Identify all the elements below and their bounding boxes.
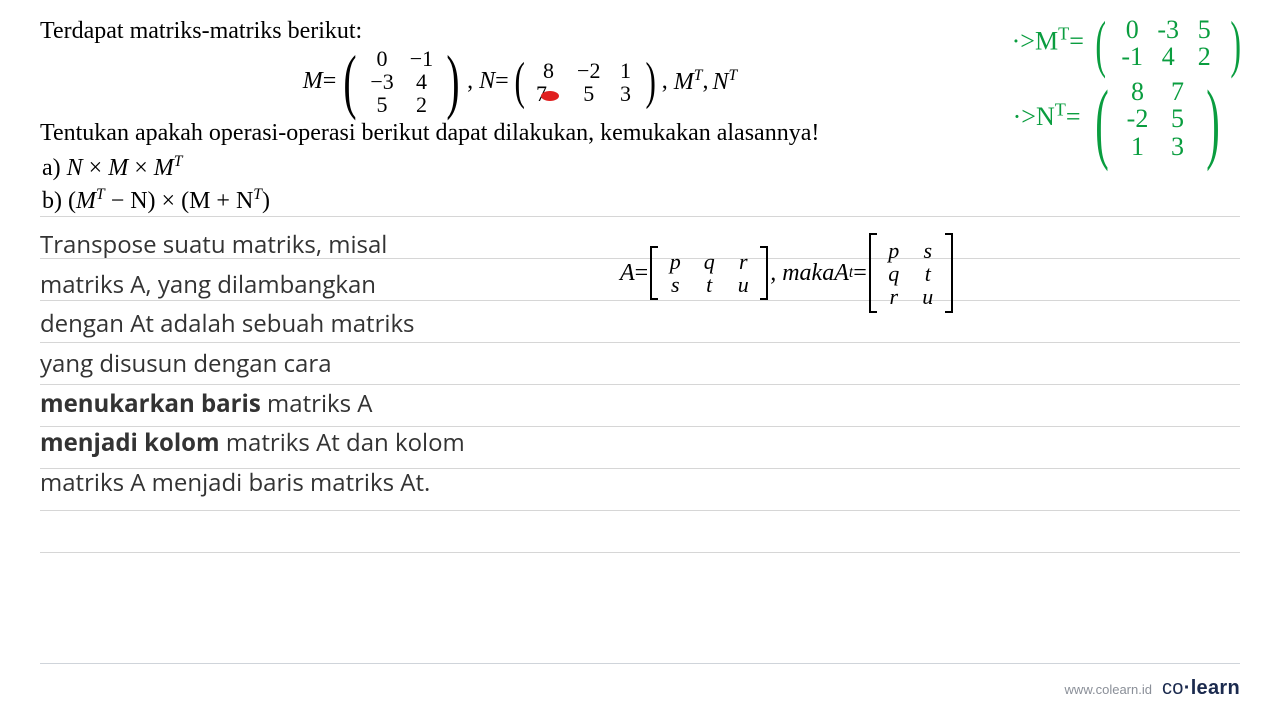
equals: =: [323, 68, 337, 95]
comma: ,: [467, 68, 473, 95]
matrices-definition: M = ( 0−35 −142 ) , N = ( 87 −25 13 ) , …: [0, 47, 1120, 116]
question-b: b) (MT − N) × (M + NT): [42, 186, 1240, 215]
equals: =: [495, 68, 509, 95]
footer-url: www.colearn.id: [1065, 682, 1152, 697]
matrix-N: ( 87 −25 13 ): [511, 59, 660, 105]
footer: www.colearn.id co·learn: [1065, 677, 1240, 700]
comma: ,: [662, 68, 668, 95]
handwriting-MT: ·>MT= ( 0-35 -142 ): [1012, 16, 1246, 71]
transpose-example: A = ps qt ru , maka At = pqr stu: [620, 233, 1240, 313]
matrix-M: ( 0−35 −142 ): [338, 47, 465, 116]
M-symbol: M: [303, 68, 323, 95]
handwriting-NT: ·>NT= ( 87 -25 13 ): [1013, 78, 1228, 160]
N-symbol: N: [479, 68, 495, 95]
matrix-A: ps qt ru: [650, 246, 768, 300]
NT-symbol: NT: [712, 67, 737, 96]
matrix-At: pqr stu: [869, 233, 953, 313]
explanation-text: Transpose suatu matriks, misal matriks A…: [40, 225, 592, 502]
MT-symbol: MT: [674, 67, 703, 96]
cursor-dot-icon: [541, 91, 559, 101]
brand-logo: co·learn: [1162, 677, 1240, 700]
comma: ,: [702, 68, 708, 95]
footer-divider: [40, 663, 1240, 664]
